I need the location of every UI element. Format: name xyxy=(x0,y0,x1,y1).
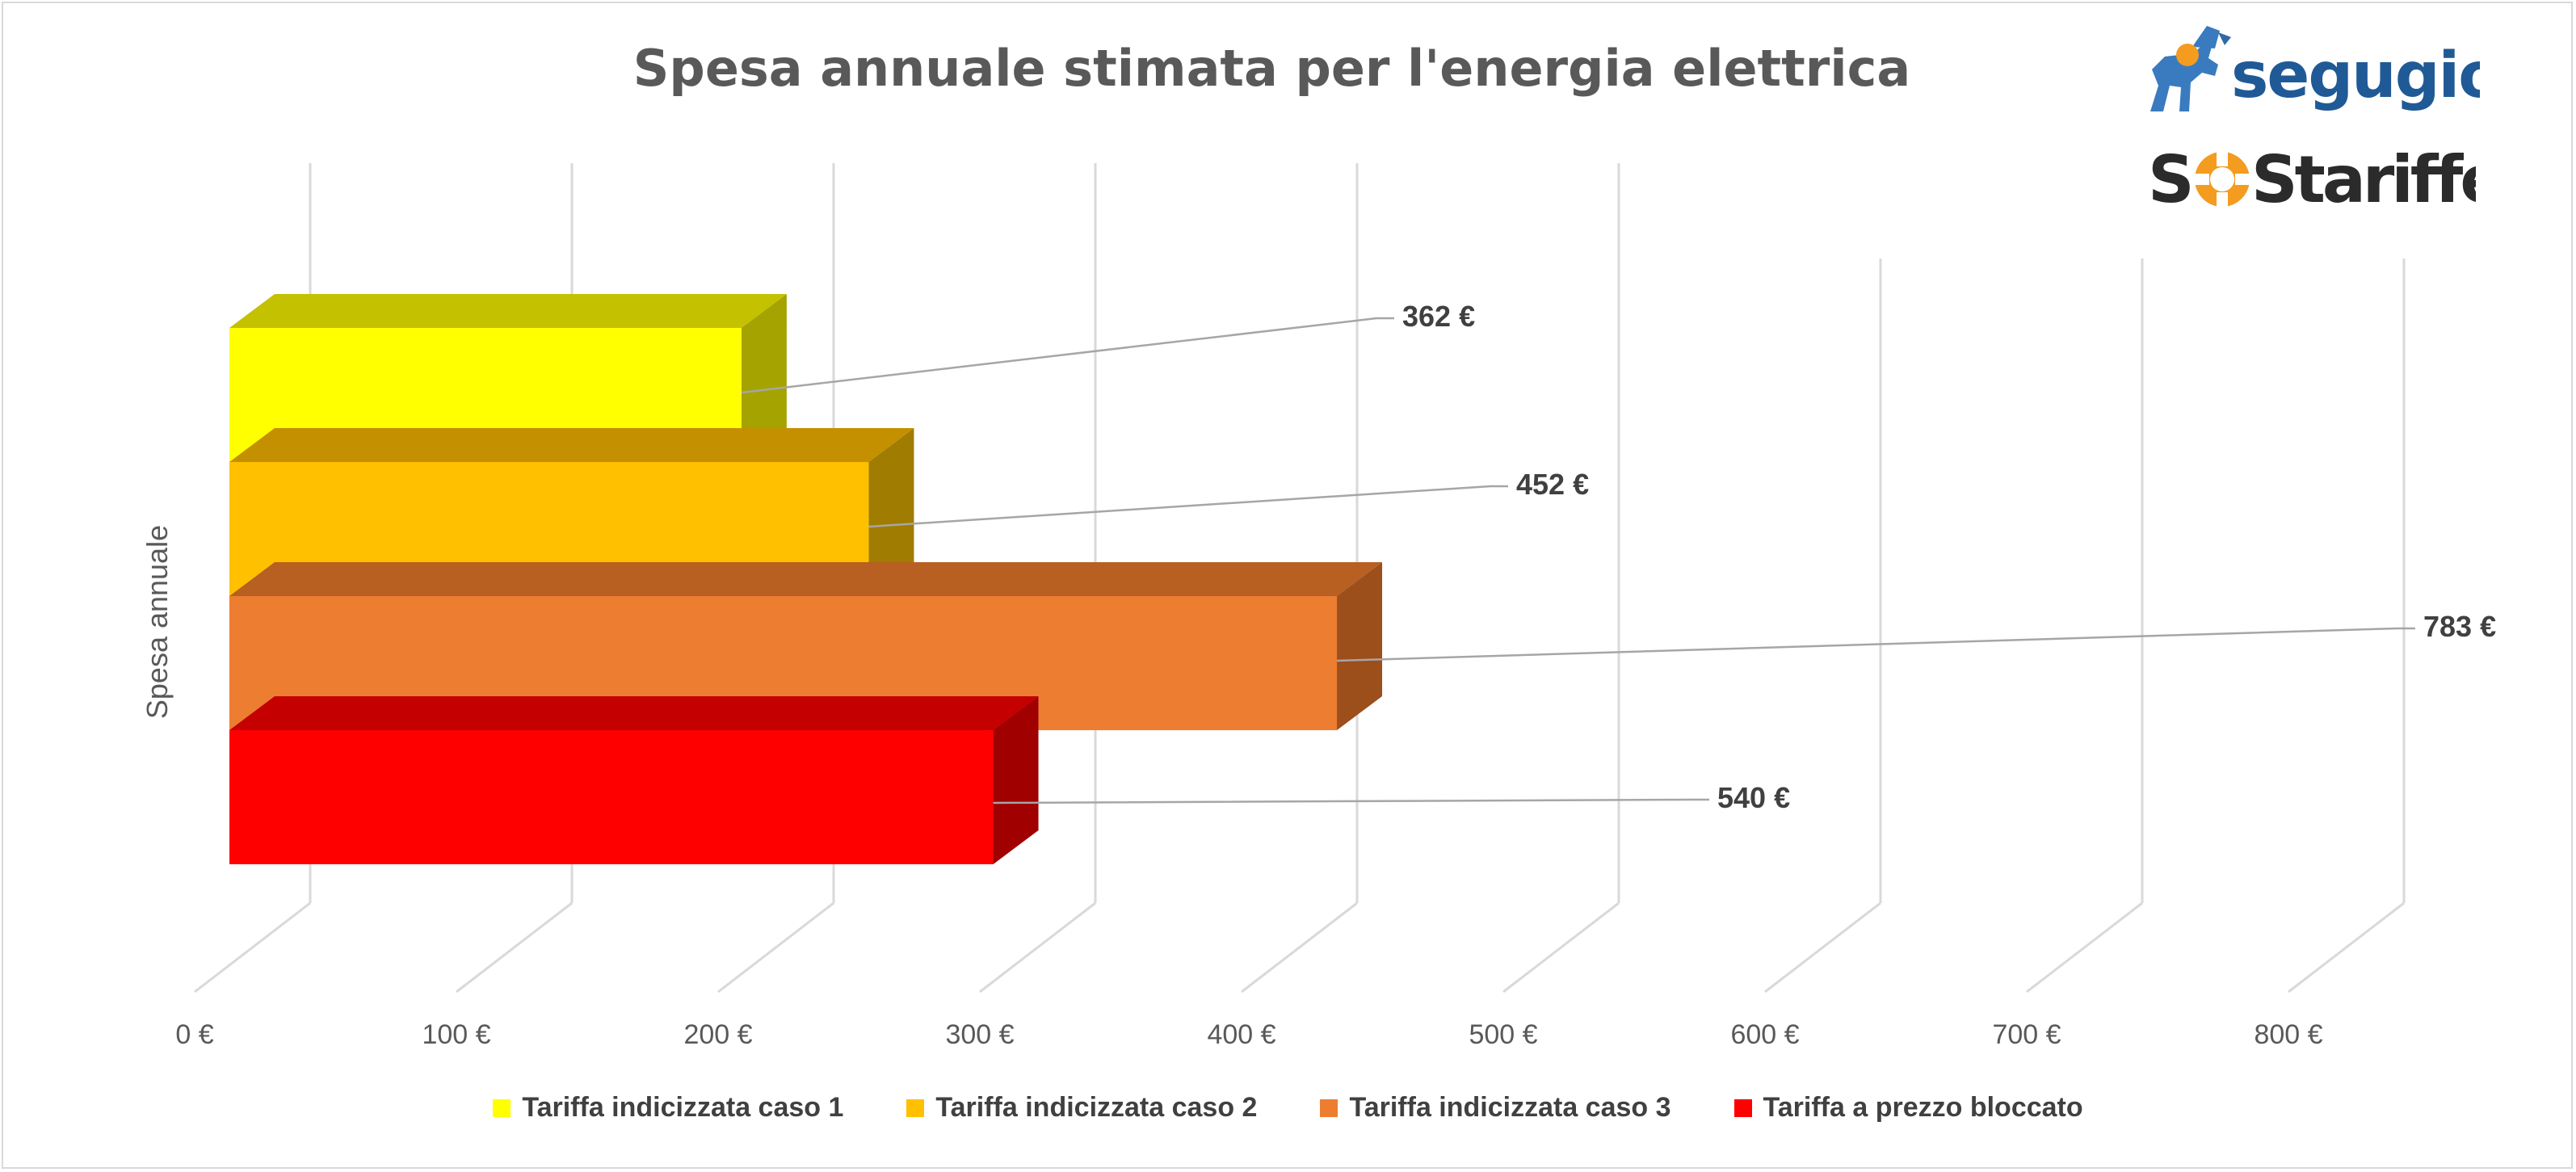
floor-gridline xyxy=(717,901,834,993)
bar xyxy=(229,730,994,864)
legend-label: Tariffa indicizzata caso 2 xyxy=(935,1092,1258,1123)
data-label-leader xyxy=(868,485,1508,528)
data-label: 362 € xyxy=(1402,300,1475,333)
x-tick-label: 0 € xyxy=(175,1019,213,1050)
legend-item: Tariffa indicizzata caso 2 xyxy=(906,1092,1257,1124)
data-label: 783 € xyxy=(2423,610,2496,643)
x-tick-label: 600 € xyxy=(1730,1019,1799,1050)
floor-gridline xyxy=(456,901,573,993)
floor-gridline xyxy=(2026,901,2143,993)
lifebuoy-icon xyxy=(2193,150,2251,208)
legend-swatch xyxy=(1320,1098,1338,1117)
floor-gridline xyxy=(979,901,1096,993)
data-label-leader xyxy=(993,798,1709,804)
dog-icon xyxy=(2150,26,2231,111)
legend-label: Tariffa indicizzata caso 3 xyxy=(1349,1092,1671,1123)
bar-side-face xyxy=(741,294,787,462)
data-label: 452 € xyxy=(1516,468,1589,501)
bar-top-face xyxy=(229,294,787,328)
bar-side-face xyxy=(1337,562,1383,730)
floor-gridline xyxy=(1241,901,1358,993)
ticks-layer: 0 € 100 € 200 € 300 € 400 € 500 € 600 € 700 € 80… xyxy=(175,1019,2322,1050)
legend-label: Tariffa a prezzo bloccato xyxy=(1763,1092,2083,1123)
x-tick-label: 100 € xyxy=(422,1019,490,1050)
legend-swatch xyxy=(906,1098,925,1117)
data-label: 540 € xyxy=(1717,781,1790,814)
segugio-logo: segugio.it xyxy=(2150,26,2480,112)
data-label-leader xyxy=(1336,627,2415,662)
floor-gridline xyxy=(1502,901,1620,993)
bar-side-face xyxy=(868,428,914,596)
legend-item: Tariffa a prezzo bloccato xyxy=(1733,1092,2083,1124)
chart-title: Spesa annuale stimata per l'energia elet… xyxy=(632,39,1911,98)
bar-top-face xyxy=(229,428,914,462)
x-tick-label: 700 € xyxy=(1992,1019,2061,1050)
x-tick-label: 300 € xyxy=(945,1019,1014,1050)
legend-item: Tariffa indicizzata caso 1 xyxy=(493,1092,843,1124)
bars-layer xyxy=(229,294,1383,864)
x-tick-label: 500 € xyxy=(1469,1019,1537,1050)
x-tick-label: 200 € xyxy=(683,1019,752,1050)
labels-layer: 362 € 452 € 783 € 540 € xyxy=(741,300,2496,814)
floor-gridline xyxy=(194,901,311,993)
data-label-leader xyxy=(741,317,1394,394)
legend: Tariffa indicizzata caso 1 Tariffa indici… xyxy=(0,1092,2576,1124)
y-axis-label: Spesa annuale xyxy=(141,525,174,719)
legend-item: Tariffa indicizzata caso 3 xyxy=(1320,1092,1671,1124)
bar-top-face xyxy=(229,562,1383,596)
legend-swatch xyxy=(493,1098,511,1117)
x-tick-label: 800 € xyxy=(2254,1019,2322,1050)
segugio-logo-text: segugio.it xyxy=(2231,40,2480,112)
floor-gridline xyxy=(1764,901,1881,993)
bar-top-face xyxy=(229,696,1039,730)
legend-swatch xyxy=(1733,1098,1752,1117)
x-tick-label: 400 € xyxy=(1207,1019,1275,1050)
legend-label: Tariffa indicizzata caso 1 xyxy=(522,1092,844,1123)
floor-gridline xyxy=(2288,901,2405,993)
bar-side-face xyxy=(993,696,1039,864)
